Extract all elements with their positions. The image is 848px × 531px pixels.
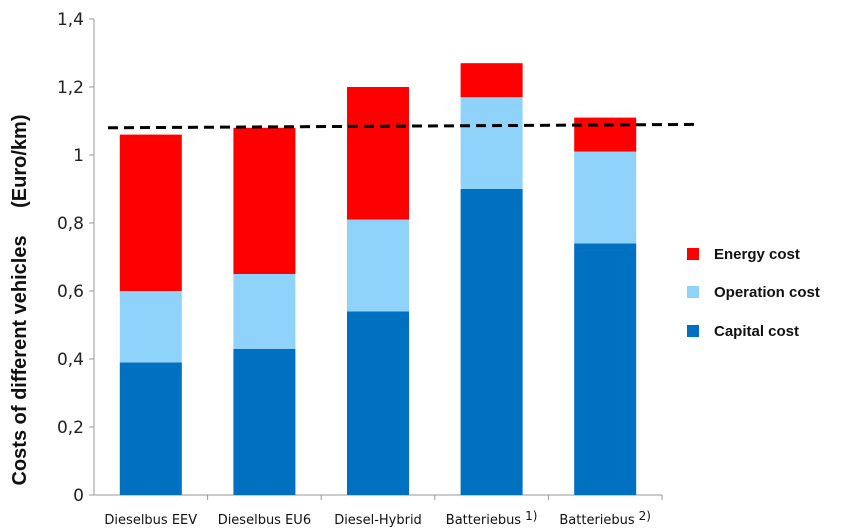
legend-label: Operation cost bbox=[714, 284, 820, 301]
x-axis: Dieselbus EEV Dieselbus EU6 Diesel-Hybrid B… bbox=[94, 494, 663, 528]
bar-segment-energy-cost bbox=[574, 117, 637, 152]
y-tick-label: 0 bbox=[73, 486, 84, 506]
reference-line bbox=[107, 122, 701, 130]
x-tick-label: Batteriebus 2) bbox=[559, 509, 651, 528]
bar-segment-energy-cost bbox=[347, 87, 409, 220]
legend: Energy cost Operation cost Capital cost bbox=[687, 246, 820, 340]
bar-segment-operation-cost bbox=[460, 97, 523, 189]
bar-segment-capital-cost bbox=[119, 362, 182, 495]
legend-swatch bbox=[687, 248, 699, 260]
bar-segment-capital-cost bbox=[233, 348, 296, 495]
y-tick-label: 0,4 bbox=[57, 350, 84, 370]
x-tick-footnote: 1) bbox=[525, 509, 537, 523]
bar-segment-capital-cost bbox=[460, 189, 523, 495]
x-tick-label: Dieselbus EEV bbox=[104, 513, 197, 528]
legend-swatch bbox=[687, 325, 699, 337]
x-tick-footnote: 2) bbox=[639, 509, 651, 523]
bar-segment-capital-cost bbox=[574, 243, 637, 495]
bar-segment-energy-cost bbox=[119, 134, 182, 291]
y-tick-label: 0,8 bbox=[57, 214, 84, 234]
y-axis-label-unit: (Euro/km) bbox=[9, 115, 31, 208]
x-tick-label: Diesel-Hybrid bbox=[334, 513, 422, 528]
y-axis-label: Costs of different vehicles (Euro/km) bbox=[9, 115, 31, 486]
bar-segment-operation-cost bbox=[574, 151, 637, 244]
y-tick-label: 1,4 bbox=[57, 10, 84, 30]
bar-segment-energy-cost bbox=[460, 63, 523, 98]
y-tick-label: 1,2 bbox=[57, 78, 84, 98]
bars bbox=[119, 63, 637, 495]
x-tick-label: Dieselbus EU6 bbox=[218, 513, 311, 528]
reference-line-group bbox=[107, 122, 701, 130]
bar-segment-energy-cost bbox=[233, 127, 296, 274]
y-tick-label: 0,6 bbox=[57, 282, 84, 302]
bar-segment-operation-cost bbox=[347, 219, 409, 312]
y-axis-label-main: Costs of different vehicles bbox=[9, 235, 31, 485]
bar-segment-operation-cost bbox=[233, 274, 296, 349]
legend-label: Capital cost bbox=[714, 323, 799, 340]
bar-segment-operation-cost bbox=[119, 291, 182, 363]
y-tick-label: 0,2 bbox=[57, 418, 84, 438]
bar-segment-capital-cost bbox=[347, 311, 409, 495]
y-tick-label: 1 bbox=[73, 146, 84, 166]
legend-label: Energy cost bbox=[714, 246, 800, 263]
x-tick-label: Batteriebus 1) bbox=[446, 509, 538, 528]
legend-swatch bbox=[687, 286, 699, 298]
y-axis: 0 0,2 0,4 0,6 0,8 1 1,2 1,4 bbox=[57, 10, 95, 506]
